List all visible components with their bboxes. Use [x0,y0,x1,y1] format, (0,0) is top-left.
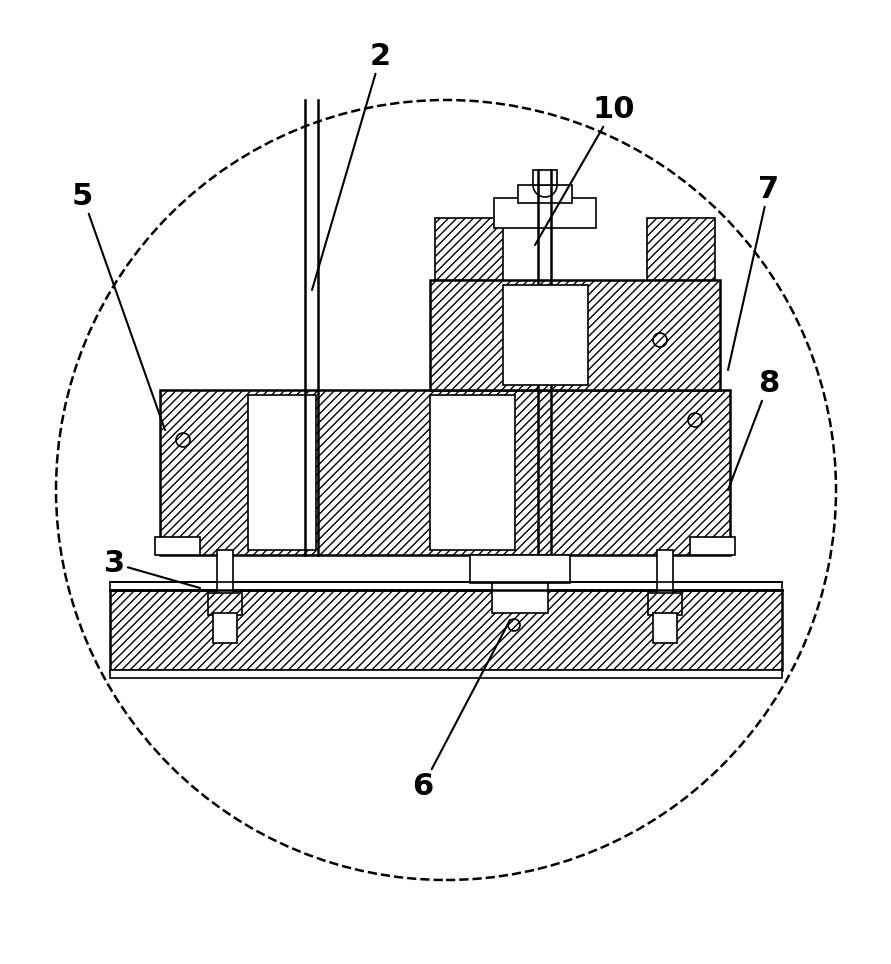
Bar [657,550,673,595]
Bar [248,395,316,550]
Bar [492,583,548,613]
Bar [160,390,730,555]
Text: 3: 3 [104,549,200,588]
Bar [430,395,515,550]
Bar [653,613,677,643]
Bar [690,537,735,555]
Bar [213,613,237,643]
Bar [494,198,596,228]
Bar [110,582,782,590]
Bar [155,537,200,555]
Text: 10: 10 [535,95,634,245]
Bar [435,218,503,280]
Bar [647,218,715,280]
Bar [518,185,572,203]
Text: 6: 6 [412,620,510,801]
Text: 7: 7 [728,175,779,370]
Bar [110,590,782,670]
Text: 5: 5 [72,182,165,430]
Bar [110,670,782,678]
Bar [470,555,570,583]
Bar [430,280,720,390]
Text: 8: 8 [728,369,780,490]
Bar [503,285,588,385]
Bar [217,550,233,595]
Text: 2: 2 [312,42,391,290]
Bar [648,593,682,615]
Bar [208,593,242,615]
Bar [533,170,557,185]
